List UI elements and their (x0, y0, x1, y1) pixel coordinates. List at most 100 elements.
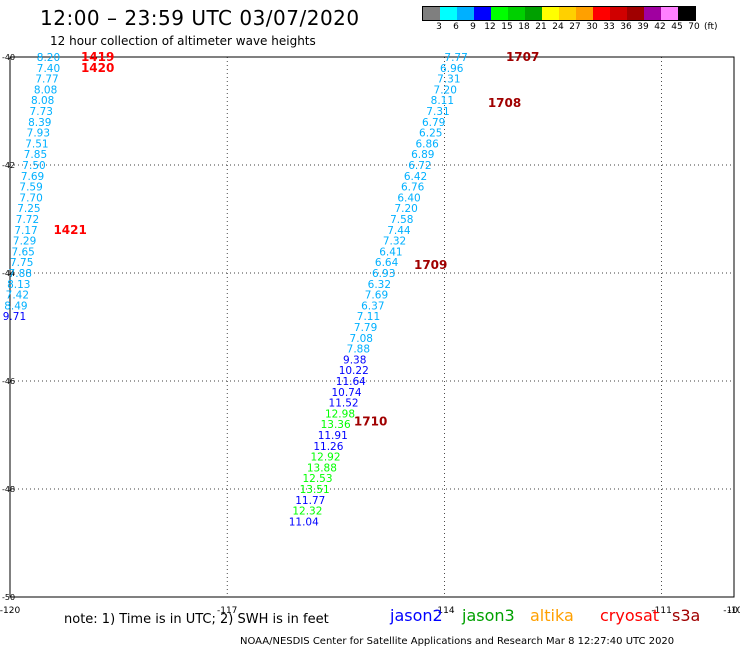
legend-swatch (559, 7, 576, 20)
wave-height-value: 7.40 (37, 63, 60, 75)
wave-height-value: 7.42 (6, 290, 29, 302)
wave-height-value: 11.52 (329, 398, 359, 410)
wave-height-value: 7.44 (387, 225, 411, 237)
legend-label: 12 (484, 22, 496, 32)
wave-height-value: 8.08 (34, 84, 57, 96)
legend-swatch (661, 7, 678, 20)
pass-time-label: 1709 (414, 258, 447, 272)
legend-label: 33 (603, 22, 615, 32)
page-title: 12:00 – 23:59 UTC 03/07/2020 (40, 6, 360, 30)
wave-height-value: 6.86 (415, 138, 439, 150)
wave-height-value: 8.13 (7, 279, 30, 291)
wave-height-value: 6.32 (368, 279, 391, 291)
wave-height-value: 11.26 (313, 441, 343, 453)
wave-height-value: 7.31 (426, 106, 449, 118)
wave-height-value: 9.38 (343, 354, 366, 366)
wave-height-value: 11.64 (336, 376, 366, 388)
wave-height-value: 7.51 (25, 138, 48, 150)
legend-label: 21 (535, 22, 547, 32)
color-legend (422, 6, 696, 21)
satellite-name: jason3 (462, 606, 515, 625)
wave-height-value: 10.22 (339, 365, 369, 377)
wave-height-value: 11.77 (295, 495, 325, 507)
wave-height-value: 7.85 (24, 149, 47, 161)
legend-label: 3 (436, 22, 442, 32)
wave-height-value: 7.79 (354, 322, 377, 334)
legend-swatch (491, 7, 508, 20)
wave-height-value: 7.77 (35, 74, 58, 86)
footer-note: note: 1) Time is in UTC; 2) SWH is in fe… (64, 612, 329, 627)
wave-height-value: 7.59 (19, 182, 42, 194)
legend-swatch (678, 7, 695, 20)
wave-height-value: 10.74 (331, 387, 361, 399)
legend-label: 6 (453, 22, 459, 32)
wave-height-value: 7.93 (27, 128, 50, 140)
legend-label: 18 (518, 22, 530, 32)
legend-swatch (576, 7, 593, 20)
wave-height-value: 7.31 (437, 74, 460, 86)
wave-height-value: 12.92 (310, 452, 340, 464)
y-tick-label: -50 (2, 593, 15, 602)
wave-height-value: 8.20 (37, 52, 60, 64)
wave-height-value: 12.32 (292, 506, 322, 518)
legend-swatch (423, 7, 440, 20)
wave-height-value: 7.50 (22, 160, 45, 172)
wave-height-value: 7.88 (347, 344, 370, 356)
wave-height-value: 7.88 (9, 268, 32, 280)
legend-swatch (440, 7, 457, 20)
legend-label: 42 (654, 22, 666, 32)
wave-height-value: 6.25 (419, 128, 442, 140)
wave-height-value: 12.53 (302, 473, 332, 485)
wave-height-value: 7.08 (350, 333, 373, 345)
satellite-name: altika (530, 606, 574, 625)
x-tick-label: -117 (217, 606, 237, 616)
satellite-name: s3a (672, 606, 701, 625)
legend-unit: (ft) (704, 22, 718, 32)
wave-height-value: 7.73 (30, 106, 53, 118)
wave-height-value: 8.08 (31, 95, 54, 107)
wave-height-value: 11.04 (289, 516, 319, 528)
page-subtitle: 12 hour collection of altimeter wave hei… (50, 34, 316, 48)
legend-swatch (627, 7, 644, 20)
wave-height-value: 7.69 (21, 171, 44, 183)
wave-height-value: 7.65 (11, 246, 34, 258)
wave-height-value: 7.75 (10, 257, 33, 269)
x-tick-label: -111 (651, 606, 671, 616)
y-tick-label: -42 (2, 161, 15, 170)
wave-height-value: 7.11 (357, 311, 380, 323)
pass-time-label: 1421 (53, 223, 86, 237)
wave-height-value: 13.88 (307, 462, 337, 474)
legend-label: 9 (470, 22, 476, 32)
wave-height-value: 6.64 (375, 257, 399, 269)
legend-label: 24 (552, 22, 564, 32)
wave-height-value: 7.70 (19, 192, 42, 204)
wave-height-value: 12.98 (325, 408, 355, 420)
x-tick-label: -120 (0, 606, 20, 616)
wave-height-value: 8.39 (28, 117, 51, 129)
legend-label: 45 (671, 22, 683, 32)
legend-label: 27 (569, 22, 581, 32)
satellite-name: jason2 (390, 606, 443, 625)
legend-label: 36 (620, 22, 632, 32)
legend-label: 39 (637, 22, 649, 32)
wave-height-value: 6.93 (372, 268, 395, 280)
legend-swatch (542, 7, 559, 20)
wave-height-value: 6.89 (411, 149, 434, 161)
wave-height-value: 6.72 (408, 160, 431, 172)
wave-height-value: 7.69 (365, 290, 388, 302)
legend-swatch (525, 7, 542, 20)
wave-height-value: 7.17 (14, 225, 37, 237)
wave-height-value: 7.77 (444, 52, 467, 64)
wave-height-value: 13.51 (300, 484, 330, 496)
credit-line: NOAA/NESDIS Center for Satellite Applica… (240, 636, 675, 647)
pass-time-label: 1707 (506, 50, 539, 64)
wave-height-value: 7.72 (16, 214, 39, 226)
legend-swatch (610, 7, 627, 20)
legend-swatch (593, 7, 610, 20)
wave-height-value: 6.40 (397, 192, 420, 204)
legend-swatch (644, 7, 661, 20)
wave-height-value: 6.42 (404, 171, 427, 183)
legend-label: 15 (501, 22, 513, 32)
wave-height-value: 7.20 (394, 203, 417, 215)
